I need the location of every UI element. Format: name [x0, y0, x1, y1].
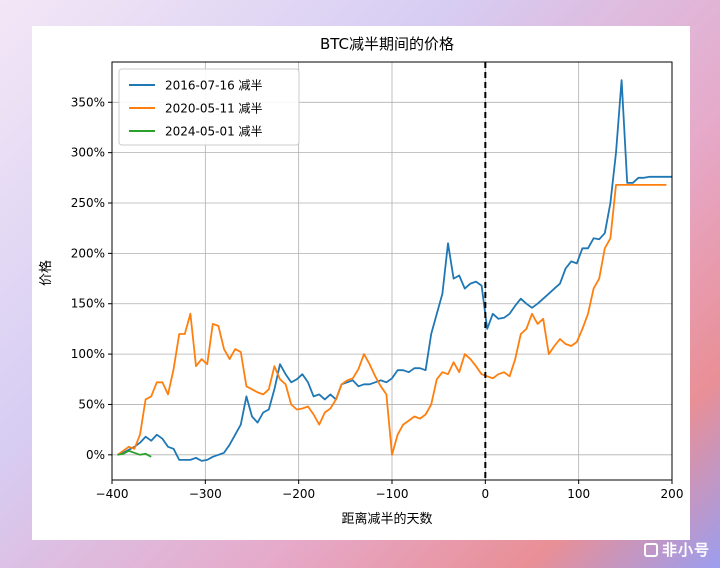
series-line-2	[117, 183, 667, 456]
watermark: 非小号	[643, 539, 710, 560]
legend-label-1: 2016-07-16 减半	[165, 79, 263, 93]
legend-label-3: 2024-05-01 减半	[165, 125, 263, 139]
y-tick-label: 300%	[71, 146, 105, 160]
x-tick-label: 0	[482, 487, 490, 501]
series-lines	[117, 62, 672, 480]
y-tick-label: 0%	[86, 448, 105, 462]
x-tick-label: −300	[189, 487, 222, 501]
series-line-3	[117, 449, 152, 458]
plot-frame	[111, 61, 673, 481]
x-axis-label: 距离减半的天数	[341, 511, 432, 527]
watermark-text: 非小号	[661, 541, 710, 559]
y-tick-label: 250%	[71, 196, 105, 210]
y-tick-label: 150%	[71, 297, 105, 311]
chart-title: BTC减半期间的价格	[320, 35, 454, 53]
y-tick-label: 350%	[71, 95, 105, 109]
y-tick-label: 100%	[71, 347, 105, 361]
chart-card: BTC减半期间的价格 距离减半的天数 价格 −400 −300 −200 −100 0 1…	[32, 26, 690, 540]
btc-halving-chart: BTC减半期间的价格 距离减半的天数 价格 −400 −300 −200 −100 0 1…	[38, 35, 684, 527]
grid-lines	[111, 62, 673, 480]
y-tick-label: 50%	[78, 397, 105, 411]
legend-label-2: 2020-05-11 减半	[165, 102, 263, 116]
watermark-logo-icon	[643, 542, 658, 557]
series-line-1	[117, 79, 672, 462]
y-axis-label: 价格	[38, 260, 54, 286]
x-tick-label: −200	[282, 487, 315, 501]
legend-box	[118, 68, 300, 146]
y-tick-label: 200%	[71, 246, 105, 260]
x-tick-label: 100	[567, 487, 590, 501]
axis-ticks: −400 −300 −200 −100 0 100 200 0% 50% 100% 150% 200%…	[71, 95, 684, 501]
x-tick-label: −100	[376, 487, 409, 501]
x-tick-label: 200	[661, 487, 684, 501]
legend: 2016-07-16 减半 2020-05-11 减半 2024-05-01 减半	[118, 68, 300, 146]
x-tick-label: −400	[96, 487, 129, 501]
